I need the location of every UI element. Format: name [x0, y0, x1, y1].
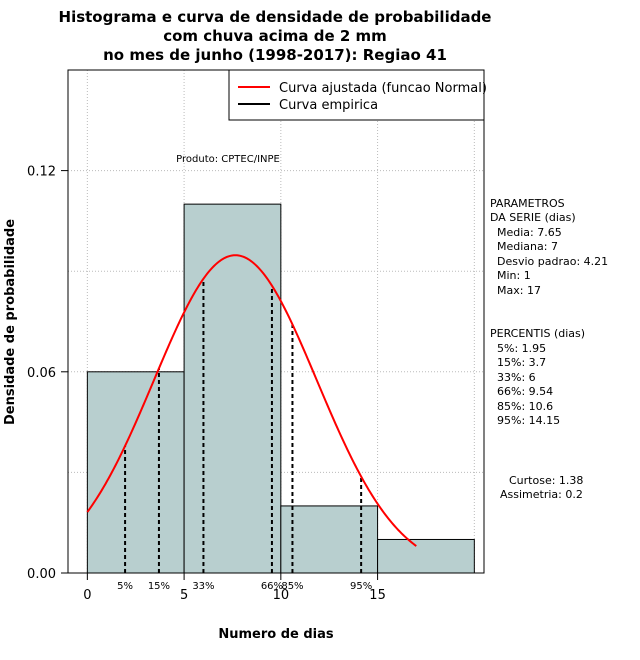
percentis-title: PERCENTIS (dias)	[490, 327, 585, 340]
param-desvio: Desvio padrao: 4.21	[497, 255, 608, 268]
percentil-5: 5%: 1.95	[497, 342, 546, 355]
histogram-bar-0	[86, 371, 185, 574]
legend: Curva ajustada (funcao Normal) Curva emp…	[228, 69, 487, 121]
percentile-label-5: 95%	[350, 581, 372, 592]
assimetria-label: Assimetria: 0.2	[500, 488, 583, 501]
y-axis-title: Densidade de probabilidade	[3, 219, 18, 425]
percentile-label-0: 5%	[117, 581, 133, 592]
percentile-label-1: 15%	[148, 581, 170, 592]
y-tick-label-1: 0.06	[27, 366, 56, 381]
y-tick-label-2: 0.12	[27, 165, 56, 180]
product-label: Produto: CPTEC/INPE	[176, 154, 280, 165]
histogram-bar-2	[280, 505, 379, 574]
chart-title-line-3: no mes de junho (1998-2017): Regiao 41	[103, 46, 447, 64]
param-max: Max: 17	[497, 284, 541, 297]
x-tick-label-1: 5	[180, 588, 188, 603]
x-axis: 0 5 10 15	[83, 572, 386, 603]
chart-title-line-2: com chuva acima de 2 mm	[163, 27, 387, 45]
param-mediana: Mediana: 7	[497, 240, 558, 253]
percentile-lines: 5% 15% 33% 66%85% 95%	[117, 278, 372, 592]
percentile-label-2: 33%	[192, 581, 214, 592]
param-media: Media: 7.65	[497, 226, 562, 239]
histogram-bar-3	[377, 538, 475, 574]
chart-title-line-1: Histograma e curva de densidade de proba…	[59, 8, 492, 26]
percentil-95: 95%: 14.15	[497, 414, 560, 427]
percentil-85: 85%: 10.6	[497, 400, 553, 413]
histogram-bars	[86, 203, 475, 574]
y-axis: 0.00 0.06 0.12	[27, 165, 69, 582]
percentile-label-4: 85%	[281, 581, 303, 592]
y-tick-label-0: 0.00	[27, 567, 56, 582]
percentil-15: 15%: 3.7	[497, 356, 546, 369]
curtose-label: Curtose: 1.38	[509, 474, 583, 487]
params-title-2: DA SERIE (dias)	[490, 211, 576, 224]
x-tick-label-2: 10	[273, 588, 290, 603]
legend-label-fitted: Curva ajustada (funcao Normal)	[279, 81, 487, 96]
legend-label-empirical: Curva empirica	[279, 98, 378, 113]
x-tick-label-0: 0	[83, 588, 91, 603]
side-panel: PARAMETROS DA SERIE (dias) Media: 7.65 M…	[490, 197, 608, 501]
x-tick-label-3: 15	[369, 588, 386, 603]
x-axis-title: Numero de dias	[218, 627, 334, 642]
param-min: Min: 1	[497, 269, 531, 282]
legend-box	[228, 69, 485, 121]
histogram-bar-1	[183, 203, 282, 574]
percentile-label-3: 66%	[261, 581, 283, 592]
fitted-normal-curve	[86, 254, 417, 547]
percentil-66: 66%: 9.54	[497, 385, 553, 398]
percentil-33: 33%: 6	[497, 371, 536, 384]
params-title-1: PARAMETROS	[490, 197, 565, 210]
